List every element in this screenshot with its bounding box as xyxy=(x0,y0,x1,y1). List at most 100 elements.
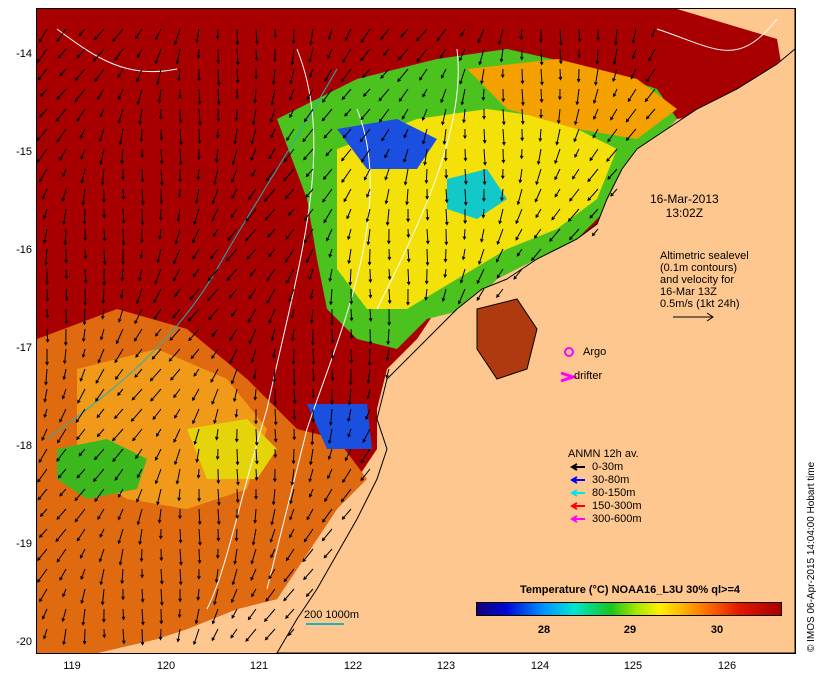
velocity-arrow xyxy=(117,528,124,545)
velocity-arrow xyxy=(56,448,67,462)
velocity-arrow xyxy=(61,188,67,202)
velocity-arrow xyxy=(631,48,637,60)
velocity-arrow xyxy=(575,88,580,106)
velocity-arrow xyxy=(589,148,599,162)
velocity-arrow xyxy=(154,28,162,41)
velocity-arrow xyxy=(305,248,314,264)
velocity-arrow xyxy=(79,548,86,559)
velocity-arrow xyxy=(347,408,352,423)
velocity-arrow xyxy=(478,48,485,66)
velocity-arrow xyxy=(589,208,599,219)
velocity-arrow xyxy=(321,108,333,122)
velocity-arrow xyxy=(38,168,48,183)
velocity-arrow xyxy=(245,628,257,642)
velocity-arrow xyxy=(321,528,333,542)
velocity-arrow xyxy=(62,588,67,598)
velocity-arrow xyxy=(81,188,86,206)
velocity-arrow xyxy=(130,408,143,422)
velocity-arrow xyxy=(366,388,371,400)
velocity-arrow xyxy=(231,148,238,166)
velocity-arrow xyxy=(595,48,600,65)
velocity-arrow xyxy=(59,568,67,581)
velocity-arrow xyxy=(286,128,295,142)
velocity-arrow xyxy=(273,388,278,406)
velocity-arrow xyxy=(159,608,164,625)
velocity-arrow xyxy=(94,488,105,502)
velocity-arrow xyxy=(195,28,200,44)
velocity-arrow xyxy=(385,368,390,379)
velocity-arrow xyxy=(519,148,524,160)
velocity-arrow xyxy=(208,308,219,321)
velocity-arrow xyxy=(230,308,238,318)
sea-yellow-patch-west xyxy=(187,419,277,479)
time-line: 13:02Z xyxy=(665,206,704,220)
velocity-arrow xyxy=(610,188,618,197)
velocity-arrow xyxy=(515,228,523,241)
velocity-arrow xyxy=(644,88,656,103)
velocity-arrow xyxy=(41,608,48,620)
anmn-arrow-80-150 xyxy=(570,489,585,497)
sst-map[interactable] xyxy=(36,8,796,654)
velocity-arrows xyxy=(37,28,656,646)
lat-tick-16: -16 xyxy=(16,244,32,256)
velocity-arrow xyxy=(461,248,466,261)
velocity-arrow xyxy=(176,628,181,643)
velocity-arrow xyxy=(520,128,525,142)
velocity-arrow xyxy=(114,468,124,481)
velocity-arrow xyxy=(114,48,124,61)
velocity-arrow xyxy=(292,428,297,441)
velocity-arrow xyxy=(251,108,257,126)
velocity-arrow xyxy=(342,128,352,139)
velocity-arrow xyxy=(39,508,48,518)
velocity-arrow xyxy=(630,68,637,80)
altimetry-line-3: and velocity for xyxy=(660,274,734,286)
velocity-arrow xyxy=(360,48,371,62)
velocity-arrow xyxy=(230,168,238,184)
velocity-arrow xyxy=(591,228,599,237)
velocity-arrow xyxy=(102,628,107,639)
velocity-arrow xyxy=(400,28,409,38)
velocity-arrow xyxy=(215,548,220,559)
velocity-arrow xyxy=(177,488,182,502)
argo-label: Argo xyxy=(583,346,607,358)
velocity-arrow xyxy=(55,108,67,123)
argo-marker[interactable] xyxy=(564,347,574,357)
velocity-arrow xyxy=(267,228,276,238)
velocity-arrow xyxy=(56,508,67,520)
velocity-arrow xyxy=(291,28,296,45)
velocity-arrow xyxy=(441,108,447,126)
velocity-arrow xyxy=(273,448,278,459)
drifter-marker[interactable] xyxy=(560,371,578,383)
velocity-arrow xyxy=(459,48,466,62)
velocity-arrow xyxy=(266,288,276,304)
velocity-arrow xyxy=(154,48,162,65)
altimetry-line-1: Altimetric sealevel xyxy=(660,250,749,262)
velocity-arrow xyxy=(117,388,124,397)
velocity-arrow xyxy=(117,68,124,79)
velocity-arrow xyxy=(79,128,86,140)
velocity-arrow xyxy=(554,148,561,165)
velocity-arrow xyxy=(112,28,124,43)
velocity-arrow xyxy=(398,88,409,103)
velocity-arrow xyxy=(193,428,200,446)
velocity-arrow xyxy=(327,48,333,60)
velocity-arrow xyxy=(253,508,258,524)
velocity-arrow xyxy=(416,48,428,63)
velocity-arrow xyxy=(385,208,390,226)
velocity-arrow xyxy=(264,608,276,623)
velocity-arrow xyxy=(99,108,105,118)
anmn-label-0-30: 0-30m xyxy=(592,461,624,473)
velocity-arrow xyxy=(230,628,238,639)
velocity-arrow xyxy=(56,128,67,143)
velocity-arrow xyxy=(268,308,276,324)
velocity-arrow xyxy=(196,468,201,479)
velocity-arrow xyxy=(80,148,86,160)
velocity-arrow xyxy=(521,88,525,106)
velocity-arrow xyxy=(96,428,105,438)
lon-tick-123: 123 xyxy=(436,660,456,672)
velocity-arrow xyxy=(197,548,202,564)
velocity-arrow xyxy=(229,348,238,365)
velocity-arrow xyxy=(196,168,201,181)
velocity-arrow xyxy=(231,188,238,200)
velocity-arrow xyxy=(45,288,50,303)
